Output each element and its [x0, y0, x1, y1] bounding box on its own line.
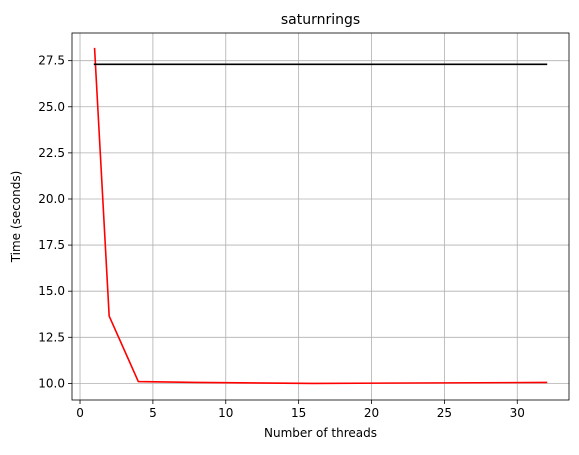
x-axis-title: Number of threads: [264, 426, 377, 440]
grid: [72, 33, 569, 400]
y-tick-label: 15.0: [38, 284, 65, 298]
y-tick-label: 17.5: [38, 238, 65, 252]
x-tick-label: 5: [149, 406, 157, 420]
y-tick-label: 22.5: [38, 146, 65, 160]
y-tick-label: 10.0: [38, 376, 65, 390]
y-tick-label: 12.5: [38, 330, 65, 344]
x-tick-label: 25: [437, 406, 452, 420]
x-tick-label: 0: [76, 406, 84, 420]
series-layer: [93, 47, 548, 385]
y-tick-label: 27.5: [38, 54, 65, 68]
x-tick-label: 10: [218, 406, 233, 420]
y-tick-label: 20.0: [38, 192, 65, 206]
x-tick-label: 15: [291, 406, 306, 420]
x-tick-label: 20: [364, 406, 379, 420]
chart-title: saturnrings: [281, 12, 360, 28]
y-axis-title: Time (seconds): [9, 171, 23, 264]
series-line-1: [93, 47, 548, 385]
x-tick-label: 30: [510, 406, 525, 420]
y-tick-label: 25.0: [38, 100, 65, 114]
plot-frame: [71, 32, 570, 401]
ticks: 0 5 10 15 20 25 30 10.0 12.5 15.0 17.5 20.0 22.5 25.0…: [38, 54, 525, 420]
